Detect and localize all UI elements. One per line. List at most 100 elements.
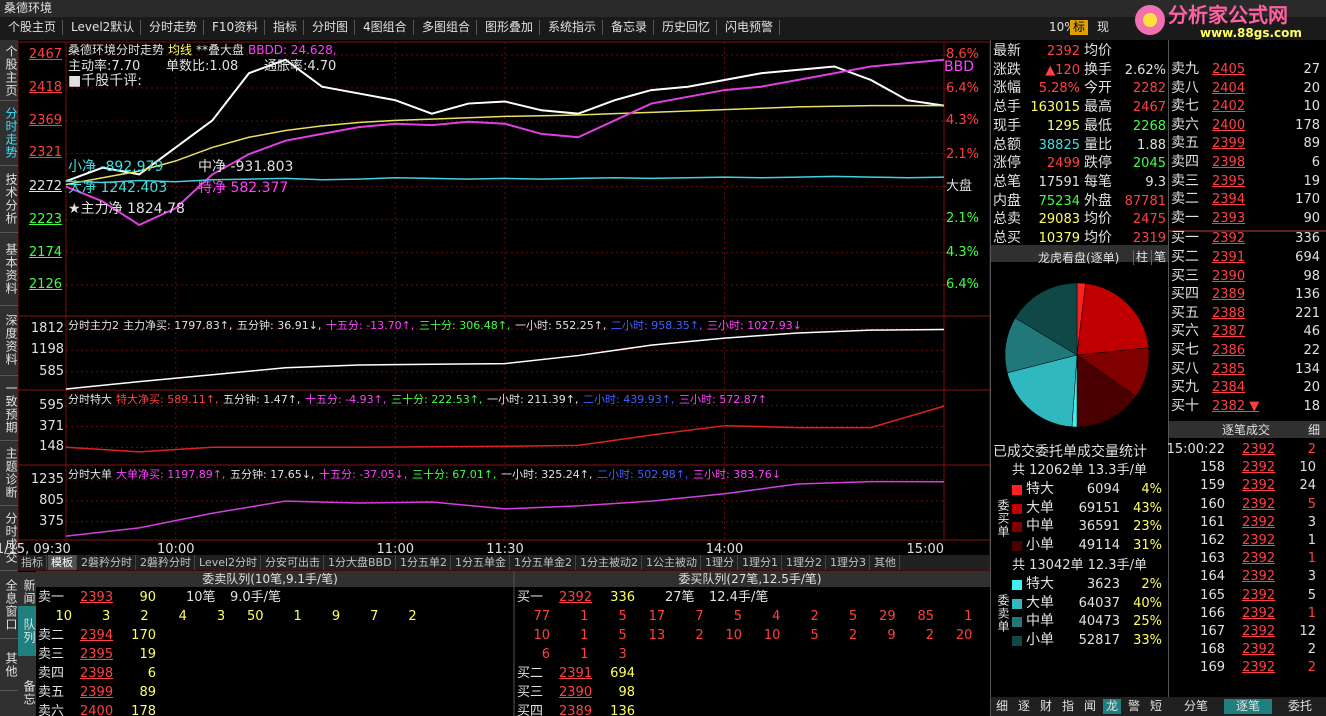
queue-tab[interactable]: 新闻 (22, 579, 36, 605)
chart-header: BBDD: 24.628, (248, 43, 337, 57)
toolbar-button[interactable]: 个股主页 (2, 20, 64, 35)
template-tab[interactable]: 指标 (18, 555, 47, 570)
quote-label: 涨停 (993, 155, 1021, 172)
side-tab[interactable]: 其他 (0, 640, 18, 691)
queue-volume: 90 (139, 590, 156, 605)
queue-order: 1 (964, 609, 973, 624)
queue-tab[interactable]: 队列 (18, 606, 36, 656)
template-tab[interactable]: 1分大盘BBD (325, 555, 396, 570)
info-tab[interactable]: 短 (1150, 699, 1163, 713)
queue-tab[interactable]: 备忘 (22, 679, 36, 706)
net-flow: ★主力净 1824.78 (68, 201, 185, 217)
toolbar-button[interactable]: 历史回忆 (656, 20, 718, 35)
side-tab[interactable]: 分时成交 (0, 505, 18, 571)
toolbar-button[interactable]: 现 (1097, 20, 1110, 34)
toolbar-button[interactable]: 闪电预警 (719, 20, 781, 35)
side-tab[interactable]: 分时走势 (0, 100, 18, 166)
dragon-button[interactable]: 柱 (1133, 250, 1148, 265)
template-tab[interactable]: 1理分1 (739, 555, 782, 570)
template-tab[interactable]: 1分五单2 (397, 555, 451, 570)
queue-count: 27笔 (665, 590, 695, 605)
queue-order: 3 (216, 609, 226, 624)
group-total: 共 13042单 12.3手/单 (1012, 558, 1147, 573)
template-tab[interactable]: 1公主被动 (643, 555, 701, 570)
y-tick-label: 375 (39, 513, 64, 529)
template-tab[interactable]: 模板 (48, 555, 77, 570)
template-tab[interactable]: 1分五单金2 (511, 555, 576, 570)
info-tab[interactable]: 财 (1040, 699, 1053, 713)
toolbar-button[interactable]: 指标 (267, 20, 305, 35)
toolbar-button[interactable]: 标 (1070, 20, 1089, 35)
trades-button[interactable]: 细 (1308, 423, 1321, 437)
trade-volume: 2 (1307, 642, 1316, 658)
quote-label: 均价 (1084, 211, 1112, 228)
template-tab[interactable]: 1理分 (702, 555, 738, 570)
side-tab[interactable]: 一致预期 (0, 375, 18, 441)
toolbar-button[interactable]: F10资料 (206, 20, 266, 35)
row-name: 小单 (1026, 536, 1054, 553)
toolbar-button[interactable]: 分时图 (306, 20, 356, 35)
row-pct: 2% (1141, 577, 1162, 592)
toolbar-button[interactable]: 备忘录 (605, 20, 655, 35)
queue-order: 5 (733, 609, 742, 624)
trade-time: 168 (1200, 642, 1225, 658)
book-level: 卖九 (1171, 61, 1199, 77)
trade-volume: 3 (1307, 514, 1316, 530)
panel-item: 三十分: 306.48↑, (419, 319, 511, 332)
toolbar-button[interactable]: 10% (1049, 20, 1076, 34)
side-tab[interactable]: 深度资料 (0, 305, 18, 376)
template-tab[interactable]: 2磐矜分时 (78, 555, 136, 570)
book-volume: 20 (1303, 80, 1320, 96)
trade-tab[interactable]: 委托 (1287, 699, 1312, 713)
queue-order: 85 (917, 609, 934, 624)
panel-item: 十五分: -4.93↑, (305, 393, 387, 406)
toolbar-button[interactable]: 分时走势 (143, 20, 205, 35)
template-tab[interactable]: 分安可出击 (262, 555, 324, 570)
side-tab[interactable]: 全息窗口 (0, 572, 18, 639)
side-tab[interactable]: 基本资料 (0, 232, 18, 306)
queue-order: 2 (810, 609, 819, 624)
info-tab[interactable]: 细 (996, 699, 1009, 713)
trade-tab[interactable]: 逐笔 (1224, 699, 1272, 714)
toolbar-button[interactable]: Level2默认 (65, 20, 142, 35)
info-tab[interactable]: 龙 (1103, 699, 1122, 714)
info-tab[interactable]: 指 (1062, 699, 1075, 713)
side-tab[interactable]: 技术分析 (0, 165, 18, 233)
y-tick-label: 2174 (28, 244, 62, 260)
trade-price: 2392 (1242, 514, 1276, 530)
info-tab[interactable]: 闻 (1084, 699, 1097, 713)
template-tab[interactable]: 其他 (871, 555, 900, 570)
trade-tab[interactable]: 分笔 (1183, 699, 1208, 713)
quote-value: 1.88 (1137, 137, 1166, 153)
row-pct: 23% (1133, 519, 1162, 534)
queue-order: 10 (725, 628, 742, 643)
row-pct: 4% (1141, 482, 1162, 497)
toolbar-button[interactable]: 多图组合 (416, 20, 478, 35)
toolbar-button[interactable]: 4图组合 (357, 20, 414, 35)
y2-tick-label: 4.3% (946, 244, 980, 260)
pie-slice (1076, 354, 1137, 428)
template-tab[interactable]: 1理分3 (827, 555, 870, 570)
template-tab[interactable]: 2磐矜分时 (137, 555, 195, 570)
template-tab[interactable]: 1理分2 (783, 555, 826, 570)
book-volume: 27 (1303, 62, 1320, 77)
toolbar-button[interactable]: 系统指示 (542, 20, 604, 35)
template-tab[interactable]: 1分主被动2 (577, 555, 642, 570)
queue-price: 2391 (559, 666, 593, 681)
template-tab[interactable]: Level2分时 (196, 555, 262, 570)
toolbar-button[interactable]: 图形叠加 (479, 20, 541, 35)
y-tick-label: 2272 (28, 178, 62, 194)
info-tab[interactable]: 警 (1128, 699, 1141, 713)
legend-swatch (1012, 540, 1022, 551)
trade-price: 2392 (1242, 660, 1276, 676)
side-tab[interactable]: 个股主页 (0, 42, 18, 101)
book-level: 买四 (1171, 286, 1199, 303)
queue-order: 20 (955, 628, 973, 643)
dragon-button[interactable]: 笔 (1151, 250, 1166, 265)
y-tick-label: 371 (39, 418, 64, 434)
queue-price: 2393 (80, 590, 114, 605)
info-tab[interactable]: 逐 (1018, 699, 1031, 713)
side-tab[interactable]: 主题诊断 (0, 440, 18, 506)
panel-item: 特大净买: 589.11↑, (116, 393, 219, 406)
template-tab[interactable]: 1分五单金 (452, 555, 510, 570)
